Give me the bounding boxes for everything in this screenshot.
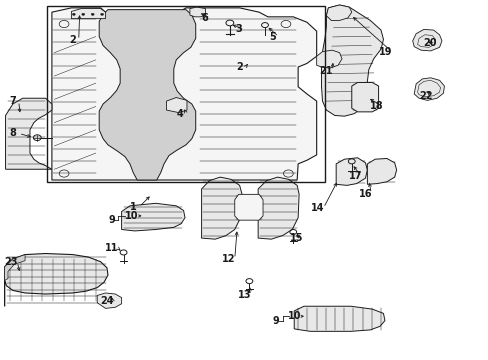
Polygon shape [97,293,122,309]
Polygon shape [316,50,341,68]
Polygon shape [99,10,195,180]
Text: 9: 9 [272,316,279,325]
Text: 2: 2 [236,62,243,72]
Polygon shape [258,177,299,239]
Text: 18: 18 [369,102,383,112]
Polygon shape [5,98,52,169]
Text: 17: 17 [348,171,362,181]
Polygon shape [189,7,205,17]
Polygon shape [52,8,316,180]
Polygon shape [326,5,351,21]
Text: 15: 15 [290,233,303,243]
Polygon shape [413,78,444,100]
Polygon shape [366,158,396,184]
Polygon shape [71,9,105,19]
Text: 24: 24 [100,296,114,306]
Polygon shape [412,30,441,51]
Text: 16: 16 [358,189,371,199]
Circle shape [91,13,94,15]
Text: 2: 2 [69,35,76,45]
Text: 1: 1 [130,202,137,212]
Text: 22: 22 [418,91,432,101]
Text: 6: 6 [201,13,207,23]
Text: 23: 23 [5,257,18,267]
Text: 14: 14 [310,203,324,213]
Polygon shape [234,194,263,220]
Text: 19: 19 [378,46,392,57]
Polygon shape [321,5,383,116]
Text: 4: 4 [176,109,183,119]
Text: 3: 3 [235,24,242,35]
Text: 13: 13 [237,291,251,301]
Text: 5: 5 [269,32,276,41]
Circle shape [101,13,103,15]
Text: 10: 10 [124,211,138,221]
Circle shape [72,13,75,15]
Polygon shape [335,158,366,185]
Polygon shape [294,306,384,331]
Text: 10: 10 [287,311,301,321]
Polygon shape [351,82,378,112]
Polygon shape [122,203,184,231]
Text: 8: 8 [9,129,16,138]
Bar [47,6,325,182]
Polygon shape [166,98,186,113]
Text: 7: 7 [9,96,16,106]
Circle shape [81,13,84,15]
Polygon shape [201,177,242,239]
Polygon shape [4,255,25,280]
Text: 9: 9 [108,215,115,225]
Text: 21: 21 [319,66,332,76]
Text: 20: 20 [422,38,436,48]
Polygon shape [4,253,108,306]
Text: 12: 12 [222,254,235,264]
Text: 11: 11 [105,243,119,253]
